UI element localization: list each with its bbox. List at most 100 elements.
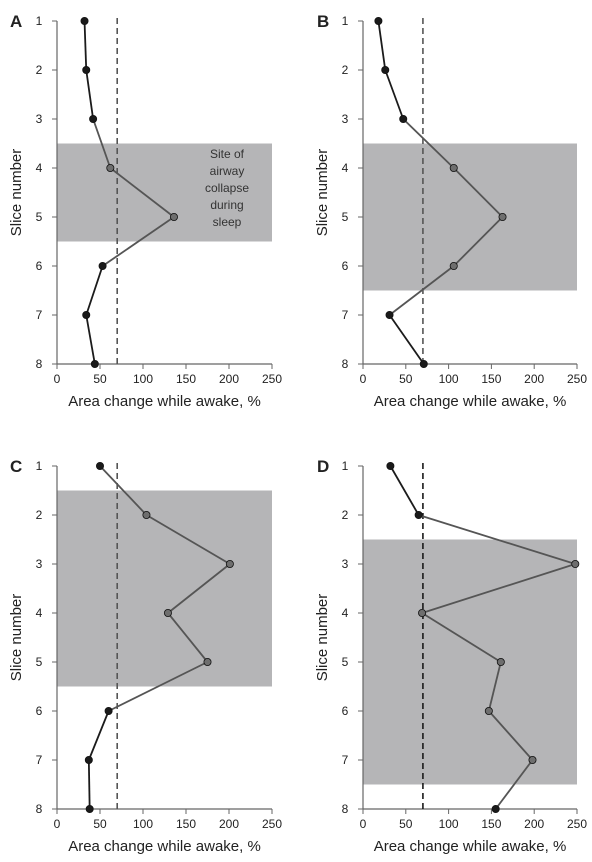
x-tick-label: 150 bbox=[481, 817, 501, 831]
series-segment bbox=[99, 465, 148, 516]
data-point bbox=[381, 66, 390, 75]
series-segment bbox=[421, 563, 576, 614]
y-axis-label: Slice number bbox=[8, 149, 25, 237]
data-point bbox=[104, 707, 113, 716]
series-segment bbox=[102, 216, 175, 267]
panel-letter: C bbox=[10, 457, 22, 476]
data-point bbox=[142, 510, 151, 519]
series-segment bbox=[167, 563, 231, 614]
series-segment bbox=[402, 118, 455, 169]
x-tick-label: 0 bbox=[360, 817, 367, 831]
y-tick-label: 5 bbox=[36, 210, 43, 224]
data-point bbox=[169, 212, 178, 221]
series-segment bbox=[389, 465, 420, 516]
data-point bbox=[225, 560, 234, 569]
y-tick-label: 4 bbox=[36, 606, 43, 620]
collapse-region bbox=[363, 143, 577, 291]
data-point bbox=[414, 510, 423, 519]
x-tick-label: 150 bbox=[481, 372, 501, 386]
data-point bbox=[399, 115, 408, 124]
y-tick-label: 7 bbox=[342, 753, 349, 767]
y-tick-label: 6 bbox=[36, 704, 43, 718]
data-point bbox=[80, 16, 89, 25]
x-tick-label: 250 bbox=[567, 372, 587, 386]
annotation-line: airway bbox=[210, 164, 245, 178]
x-tick-label: 50 bbox=[399, 372, 413, 386]
y-tick-label: 7 bbox=[36, 753, 43, 767]
x-tick-label: 250 bbox=[262, 372, 282, 386]
series-segment bbox=[421, 612, 502, 663]
data-point bbox=[106, 163, 115, 172]
y-tick-label: 5 bbox=[36, 655, 43, 669]
panel-letter: B bbox=[317, 12, 329, 31]
x-tick-label: 50 bbox=[399, 817, 413, 831]
panel-letter: A bbox=[10, 12, 22, 31]
data-point bbox=[203, 658, 212, 667]
x-tick-label: 150 bbox=[176, 817, 196, 831]
series-segment bbox=[488, 710, 534, 761]
data-point bbox=[419, 359, 428, 368]
data-point bbox=[85, 805, 94, 814]
series-segment bbox=[83, 20, 88, 71]
series-segment bbox=[494, 759, 534, 810]
x-axis-label: Area change while awake, % bbox=[68, 838, 261, 855]
series-segment bbox=[167, 612, 209, 663]
data-point bbox=[163, 609, 172, 618]
data-point bbox=[82, 66, 91, 75]
y-axis-label: Slice number bbox=[314, 594, 331, 682]
y-tick-label: 1 bbox=[342, 459, 349, 473]
data-point bbox=[449, 261, 458, 270]
y-tick-label: 2 bbox=[342, 508, 349, 522]
collapse-region bbox=[57, 143, 272, 242]
y-tick-label: 8 bbox=[36, 357, 43, 371]
y-tick-label: 4 bbox=[342, 161, 349, 175]
y-tick-label: 6 bbox=[342, 259, 349, 273]
annotation-line: Site of bbox=[210, 147, 245, 161]
x-tick-label: 100 bbox=[439, 817, 459, 831]
x-tick-label: 100 bbox=[439, 372, 459, 386]
data-point bbox=[89, 115, 98, 124]
y-tick-label: 5 bbox=[342, 210, 349, 224]
series-segment bbox=[453, 216, 504, 267]
y-tick-label: 8 bbox=[342, 802, 349, 816]
x-tick-label: 200 bbox=[219, 372, 239, 386]
panel-letter: D bbox=[317, 457, 329, 476]
x-tick-label: 0 bbox=[54, 372, 61, 386]
y-tick-label: 1 bbox=[36, 14, 43, 28]
x-tick-label: 250 bbox=[262, 817, 282, 831]
x-tick-label: 150 bbox=[176, 372, 196, 386]
y-tick-label: 1 bbox=[342, 14, 349, 28]
annotation-line: sleep bbox=[213, 215, 242, 229]
x-tick-label: 0 bbox=[54, 817, 61, 831]
y-tick-label: 7 bbox=[36, 308, 43, 322]
y-tick-label: 8 bbox=[36, 802, 43, 816]
y-tick-label: 4 bbox=[342, 606, 349, 620]
data-point bbox=[84, 756, 93, 765]
series-segment bbox=[109, 167, 175, 218]
series-segment bbox=[87, 759, 91, 810]
data-point bbox=[374, 16, 383, 25]
data-point bbox=[90, 359, 99, 368]
data-point bbox=[491, 805, 500, 814]
data-point bbox=[484, 707, 493, 716]
y-axis-label: Slice number bbox=[314, 149, 331, 237]
x-tick-label: 100 bbox=[133, 817, 153, 831]
collapse-region bbox=[363, 539, 577, 785]
x-tick-label: 50 bbox=[93, 372, 107, 386]
y-tick-label: 8 bbox=[342, 357, 349, 371]
x-tick-label: 250 bbox=[567, 817, 587, 831]
series-segment bbox=[388, 314, 425, 365]
annotation-line: during bbox=[210, 198, 243, 212]
series-segment bbox=[92, 118, 112, 169]
data-point bbox=[449, 163, 458, 172]
y-tick-label: 2 bbox=[36, 508, 43, 522]
series-segment bbox=[418, 514, 576, 565]
y-tick-label: 3 bbox=[342, 112, 349, 126]
y-tick-label: 3 bbox=[36, 557, 43, 571]
x-axis-label: Area change while awake, % bbox=[68, 393, 261, 410]
data-point bbox=[571, 560, 580, 569]
y-tick-label: 6 bbox=[342, 704, 349, 718]
x-tick-label: 200 bbox=[219, 817, 239, 831]
